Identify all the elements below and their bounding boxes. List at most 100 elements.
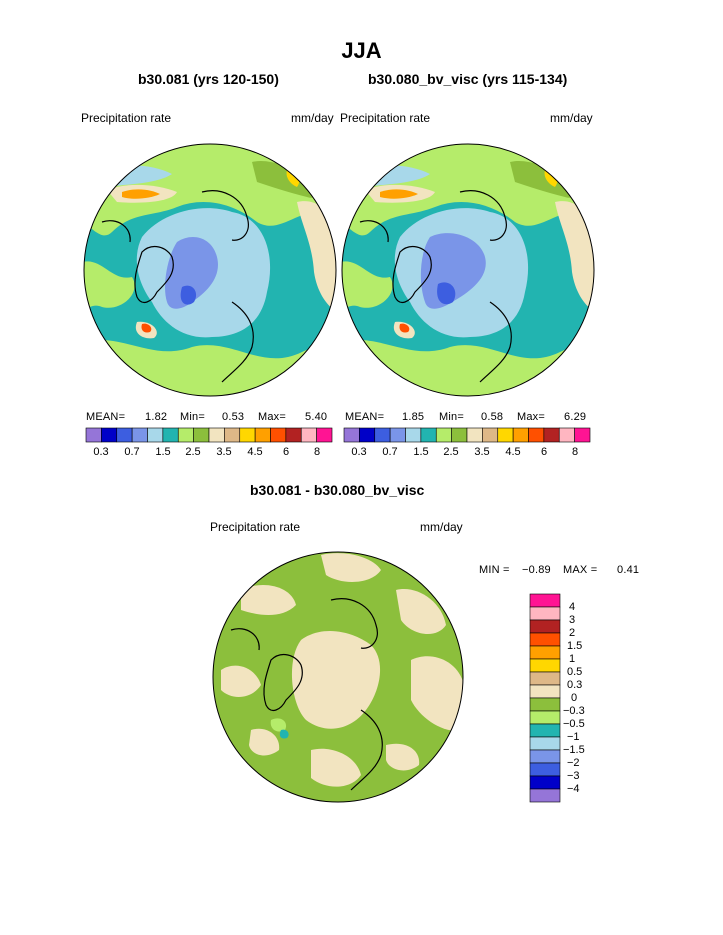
map1-coastline-c (221, 301, 254, 383)
panel2-colorbar (343, 427, 591, 443)
colorbar-swatch (343, 427, 360, 443)
map3-region-tan-center (291, 630, 381, 729)
panel3-colorbar-tick: 1.5 (567, 640, 583, 652)
colorbar-swatch (543, 427, 560, 443)
map1-region-tan-right (297, 201, 336, 312)
panel3-colorbar-tick: −0.3 (563, 705, 585, 717)
panel3-colorbar-tick: −1.5 (563, 744, 585, 756)
panel1-colorbar-tick: 8 (313, 446, 321, 458)
map2-border (341, 143, 595, 397)
colorbar-swatch (85, 427, 102, 443)
colorbar-swatch (285, 427, 302, 443)
panel2-units-label: mm/day (550, 111, 593, 125)
colorbar-swatch (131, 427, 148, 443)
colorbar-swatch (254, 427, 271, 443)
colorbar-swatch (101, 427, 118, 443)
colorbar-swatch (529, 710, 561, 725)
panel1-max-value: 5.40 (305, 411, 328, 423)
panel1-colorbar-tick: 0.3 (93, 446, 109, 458)
panel1-min-value: 0.53 (222, 411, 245, 423)
panel3-colorbar-tick: 0 (571, 692, 578, 704)
panel2-variable-label: Precipitation rate (340, 111, 431, 125)
panel1-colorbar-tick: 3.5 (216, 446, 232, 458)
panel2-colorbar-tick: 6 (540, 446, 548, 458)
colorbar-swatch (529, 762, 561, 777)
panel3-colorbar-tick: 2 (569, 627, 576, 639)
map1-region-orange (122, 189, 160, 199)
panel2-mean-value: 1.85 (402, 411, 425, 423)
map3-region-tan-ne (396, 589, 446, 635)
panel1-colorbar-tick: 4.5 (247, 446, 263, 458)
map3-region-tan-e (411, 656, 463, 731)
map2-region-darkblue (437, 282, 456, 305)
colorbar-swatch (208, 427, 225, 443)
panel1-colorbar-tick: 1.5 (155, 446, 171, 458)
panel2-colorbar-tick: 1.5 (413, 446, 429, 458)
panel3-colorbar-tick: 1 (569, 653, 576, 665)
map3-border (212, 551, 464, 803)
map2-region-red (399, 323, 410, 333)
panel1-units-label: mm/day (291, 111, 334, 125)
map1-region-darkblue (180, 285, 197, 305)
panel1-colorbar (85, 427, 333, 443)
colorbar-swatch (529, 697, 561, 712)
panel1-mean-label: MEAN= (86, 411, 126, 423)
panel3-colorbar-tick: 0.5 (567, 666, 583, 678)
map3-region-tan-sw (249, 728, 280, 756)
colorbar-swatch (359, 427, 376, 443)
panel3-min-label: MIN = (479, 564, 510, 576)
map1-region-blue (165, 237, 218, 309)
panel3-colorbar-tick: 4 (569, 601, 576, 613)
map3-region-tan-w (221, 665, 261, 697)
panel1-title: b30.081 (yrs 120-150) (138, 71, 279, 87)
map2-coastline-b (459, 190, 507, 241)
colorbar-swatch (147, 427, 164, 443)
map3-region-teal (279, 729, 289, 739)
panel3-colorbar-tick: −0.5 (563, 718, 585, 730)
colorbar-swatch (529, 632, 561, 647)
panel3-diff-map (212, 551, 464, 803)
panel2-mean-label: MEAN= (345, 411, 385, 423)
map1-border (83, 143, 337, 397)
panel2-max-value: 6.29 (564, 411, 587, 423)
panel3-colorbar-tick: 3 (569, 614, 576, 626)
colorbar-swatch (529, 658, 561, 673)
colorbar-swatch (529, 619, 561, 634)
map2-region-tan-right (555, 201, 594, 312)
panel1-precip-map (83, 143, 337, 397)
colorbar-swatch (558, 427, 575, 443)
map3-region-tan-s (311, 748, 361, 787)
map1-coastline-d (101, 220, 131, 243)
map1-region-red (141, 323, 152, 333)
panel1-colorbar-tick: 0.7 (124, 446, 140, 458)
panel3-colorbar-tick: −3 (567, 770, 580, 782)
panel3-colorbar-tick: −4 (567, 783, 580, 795)
colorbar-swatch (529, 736, 561, 751)
panel1-colorbar-tick: 6 (282, 446, 290, 458)
colorbar-swatch (224, 427, 241, 443)
colorbar-swatch (177, 427, 194, 443)
colorbar-swatch (529, 645, 561, 660)
panel3-colorbar-tick: −2 (567, 757, 580, 769)
panel3-colorbar-tick: −1 (567, 731, 580, 743)
panel3-title: b30.081 - b30.080_bv_visc (250, 482, 425, 498)
map1-coastline-a (134, 245, 174, 304)
map3-coastline-d (230, 628, 260, 651)
map2-coastline-a (392, 245, 432, 304)
colorbar-swatch (405, 427, 422, 443)
panel1-min-label: Min= (180, 411, 205, 423)
map1-region-green-left (84, 261, 135, 312)
panel2-min-label: Min= (439, 411, 464, 423)
panel2-colorbar-tick: 4.5 (505, 446, 521, 458)
colorbar-swatch (529, 671, 561, 686)
panel2-colorbar-tick: 0.3 (351, 446, 367, 458)
colorbar-swatch (497, 427, 514, 443)
colorbar-swatch (193, 427, 210, 443)
map3-coastline-a (263, 653, 303, 712)
colorbar-swatch (116, 427, 133, 443)
map3-region-tan-n (321, 553, 381, 582)
panel2-colorbar-tick: 0.7 (382, 446, 398, 458)
map3-region-tan-nw (241, 585, 296, 615)
colorbar-swatch (512, 427, 529, 443)
page-title: JJA (341, 38, 382, 63)
